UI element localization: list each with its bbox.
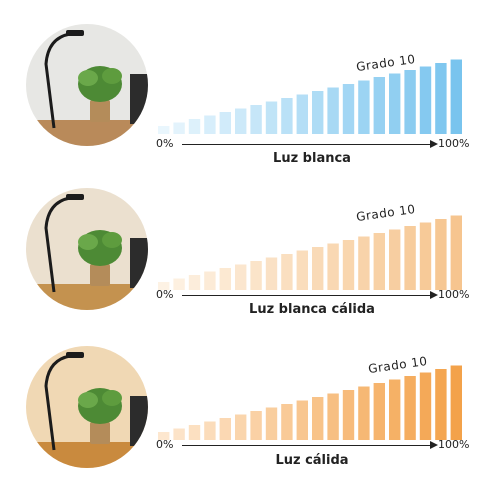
- brightness-bar: [158, 282, 170, 290]
- brightness-bar: [296, 250, 308, 290]
- arrow-right-icon: [430, 291, 438, 299]
- brightness-bar: [188, 119, 201, 134]
- brightness-bar: [373, 77, 385, 134]
- brightness-bar: [250, 411, 262, 440]
- brightness-bar: [358, 236, 370, 290]
- brightness-bar: [204, 421, 216, 440]
- min-percent-label: 0%: [156, 438, 174, 451]
- brightness-bar: [404, 376, 416, 440]
- brightness-bar: [235, 414, 247, 440]
- brightness-bar: [450, 59, 462, 134]
- brightness-bar: [219, 112, 231, 134]
- brightness-bar: [419, 222, 432, 290]
- light-mode-title: Luz blanca: [273, 151, 351, 166]
- brightness-bars-warm-white: [158, 215, 462, 290]
- brightness-bar: [435, 219, 447, 290]
- lamp-photo-white: [26, 24, 148, 146]
- scale-axis-line: [182, 295, 432, 296]
- brightness-bar: [158, 126, 170, 134]
- brightness-bar: [373, 233, 385, 290]
- brightness-bar: [312, 91, 324, 134]
- brightness-bar: [312, 397, 324, 440]
- brightness-bar: [219, 418, 231, 440]
- brightness-bar: [188, 425, 201, 440]
- brightness-bar: [204, 115, 216, 134]
- brightness-bar: [404, 70, 416, 134]
- light-mode-title: Luz cálida: [275, 453, 349, 468]
- brightness-bar: [235, 264, 247, 290]
- brightness-bar: [327, 87, 339, 134]
- min-percent-label: 0%: [156, 288, 174, 301]
- brightness-bar: [450, 215, 462, 290]
- brightness-bar: [265, 407, 278, 440]
- brightness-bar: [342, 390, 355, 440]
- max-percent-label: 100%: [438, 438, 470, 451]
- brightness-bars-white: [158, 59, 462, 134]
- brightness-bar: [281, 98, 293, 134]
- brightness-bar: [312, 247, 324, 290]
- brightness-bar: [204, 271, 216, 290]
- lamp-photo-warm: [26, 346, 148, 468]
- brightness-bar: [281, 404, 293, 440]
- max-percent-label: 100%: [438, 137, 470, 150]
- light-mode-title: Luz blanca cálida: [249, 302, 375, 317]
- brightness-bar: [327, 243, 339, 290]
- brightness-bar: [281, 254, 293, 290]
- max-percent-label: 100%: [438, 288, 470, 301]
- scale-axis-line: [182, 144, 432, 145]
- brightness-bar: [404, 226, 416, 290]
- brightness-bar: [419, 66, 432, 134]
- lamp-photo-warm-white: [26, 188, 148, 310]
- brightness-bar: [235, 108, 247, 134]
- brightness-bar: [265, 101, 278, 134]
- brightness-bar: [173, 428, 185, 440]
- brightness-bar: [358, 386, 370, 440]
- scale-axis-line: [182, 445, 432, 446]
- light-mode-row-warm-white: Grado 10 0% 100% Luz blanca cálida: [0, 188, 492, 338]
- brightness-bar: [296, 94, 308, 134]
- brightness-bar: [389, 379, 401, 440]
- brightness-bar: [327, 393, 339, 440]
- arrow-right-icon: [430, 140, 438, 148]
- brightness-bar: [450, 365, 462, 440]
- brightness-bar: [435, 63, 447, 134]
- brightness-bar: [173, 278, 185, 290]
- light-mode-row-warm: Grado 10 0% 100% Luz cálida: [0, 346, 492, 496]
- brightness-bar: [250, 261, 262, 290]
- light-mode-row-white: Grado 10 0% 100% Luz blanca: [0, 24, 492, 174]
- brightness-bar: [296, 400, 308, 440]
- brightness-bar: [250, 105, 262, 134]
- arrow-right-icon: [430, 441, 438, 449]
- brightness-bar: [389, 229, 401, 290]
- brightness-bar: [342, 240, 355, 290]
- brightness-bar: [188, 275, 201, 290]
- brightness-bar: [173, 122, 185, 134]
- brightness-bar: [373, 383, 385, 440]
- brightness-bar: [158, 432, 170, 440]
- brightness-bar: [342, 84, 355, 134]
- brightness-bar: [419, 372, 432, 440]
- brightness-bar: [389, 73, 401, 134]
- brightness-bar: [265, 257, 278, 290]
- brightness-bars-warm: [158, 365, 462, 440]
- brightness-bar: [358, 80, 370, 134]
- brightness-bar: [435, 369, 447, 440]
- min-percent-label: 0%: [156, 137, 174, 150]
- brightness-bar: [219, 268, 231, 290]
